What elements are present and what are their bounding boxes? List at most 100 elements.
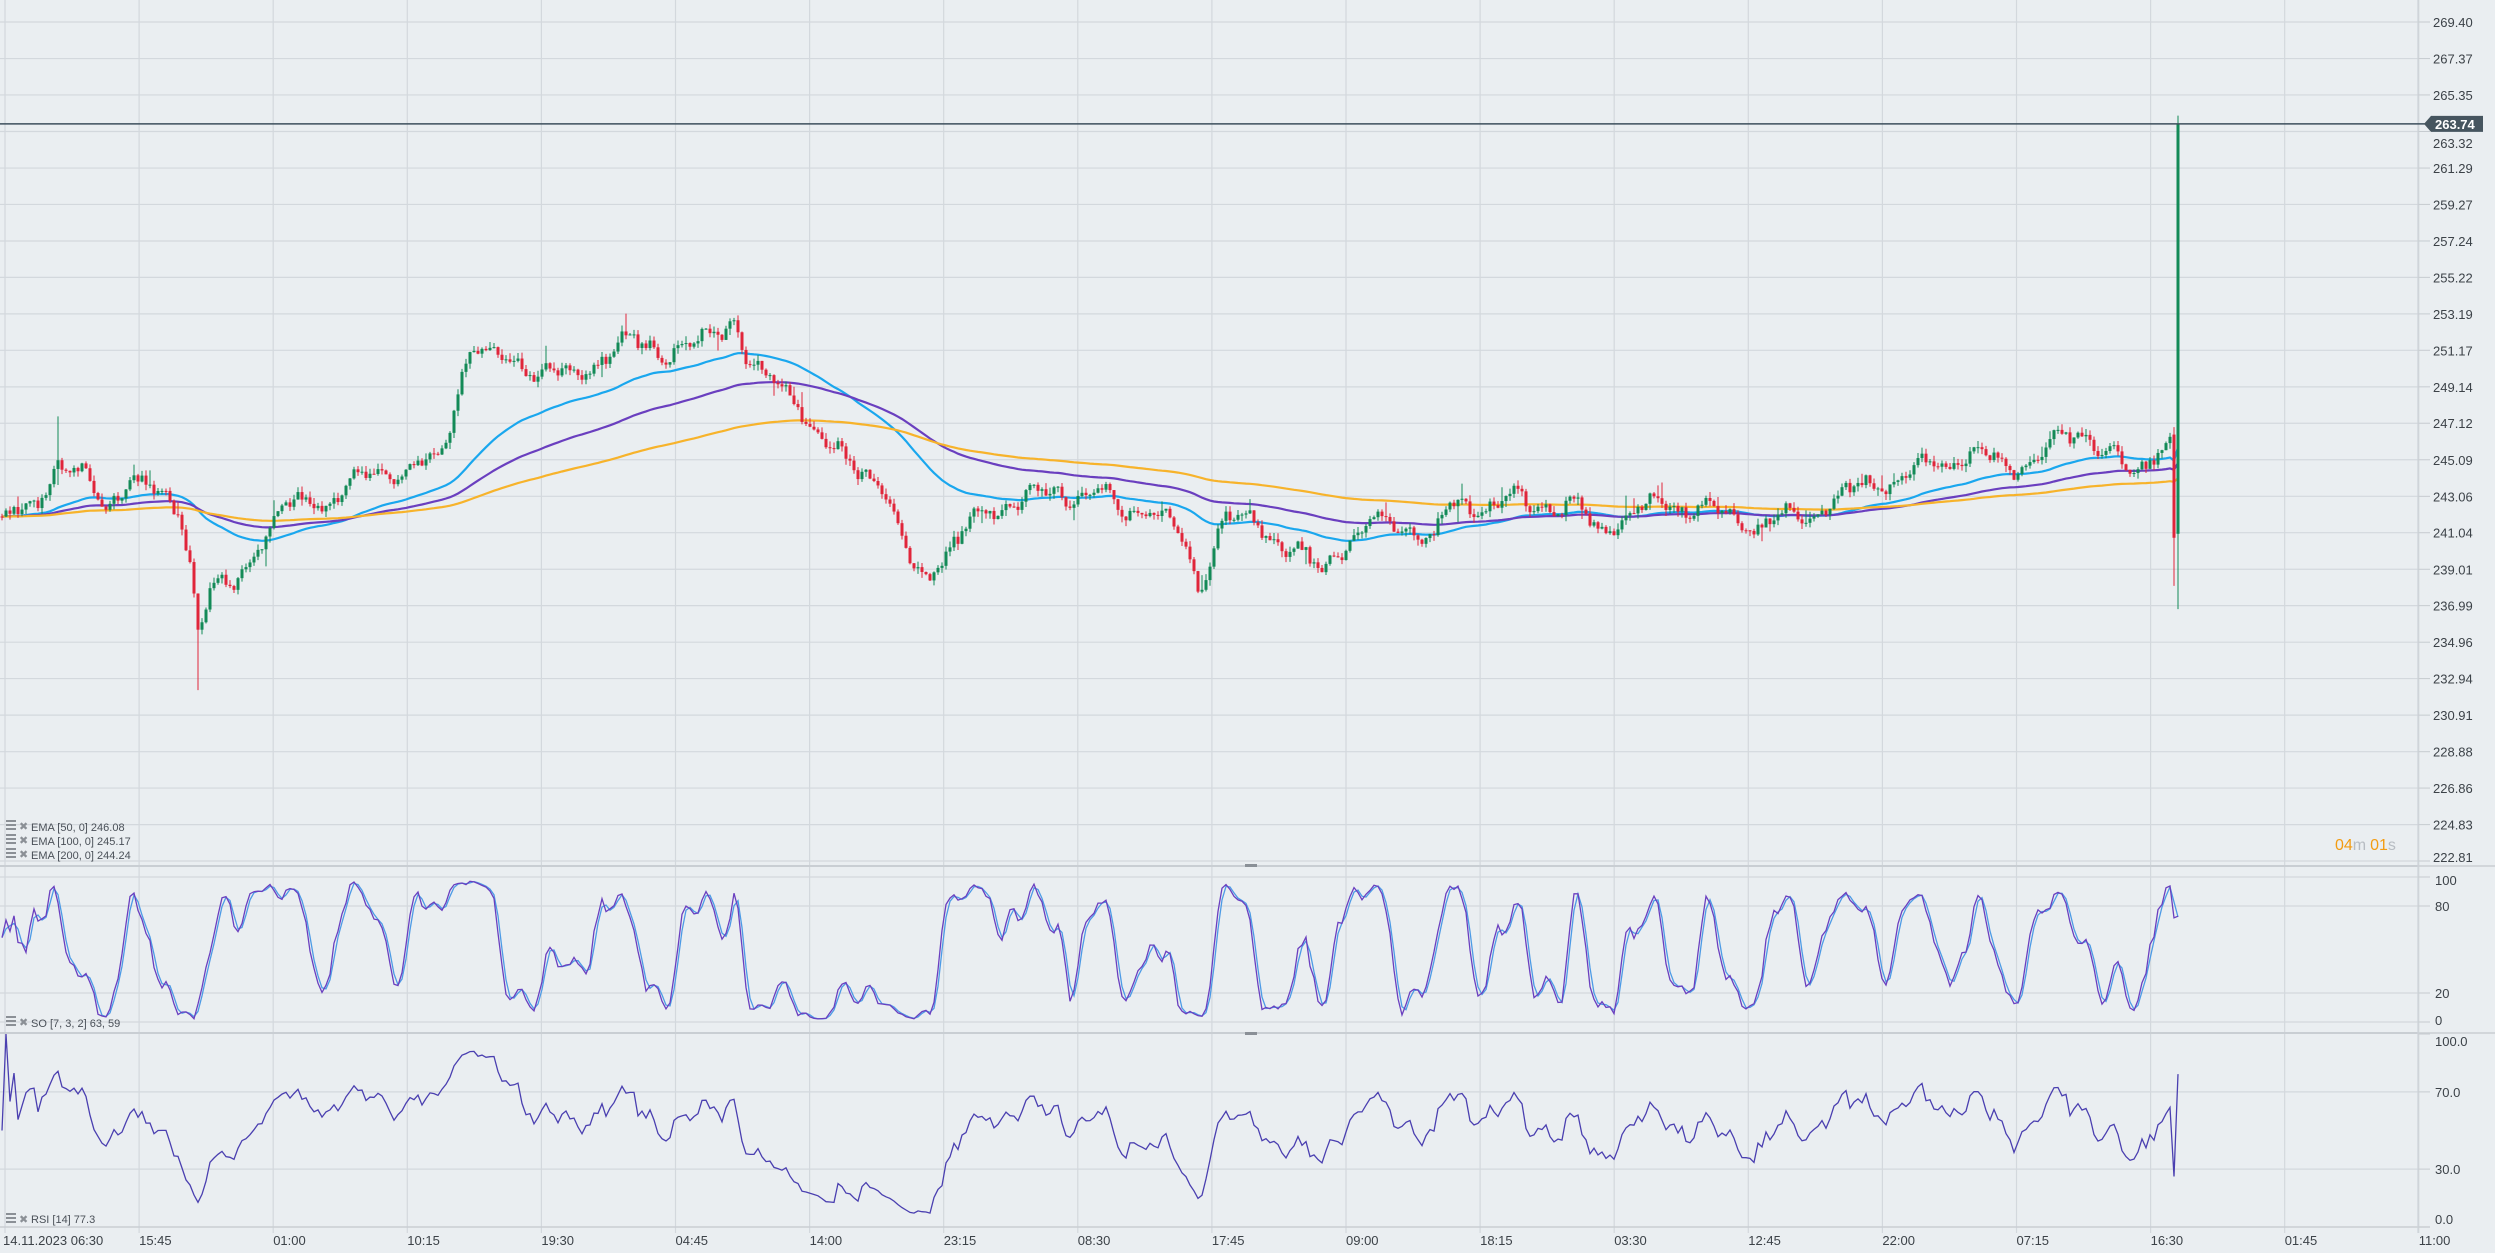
candle-body-down [580, 375, 584, 380]
candle-body-up [256, 549, 260, 557]
candle-body-down [1012, 506, 1016, 508]
candle-body-down [2092, 439, 2096, 452]
candle-body-up [424, 459, 428, 466]
candle-body-up [1940, 463, 1944, 467]
candle-body-up [1096, 488, 1100, 493]
settings-list-icon[interactable] [6, 1213, 16, 1223]
candle-body-down [1472, 514, 1476, 518]
candle-body-up [1356, 532, 1360, 536]
pane-resize-handle[interactable] [1245, 1032, 1257, 1035]
candle-body-up [1772, 520, 1776, 525]
countdown-minutes-unit: m [2353, 837, 2366, 854]
candle-body-down [652, 340, 656, 348]
candle-body-down [1392, 521, 1396, 532]
candle-body-up [2044, 447, 2048, 457]
candle-body-down [2120, 451, 2124, 465]
candle-body-up [344, 485, 348, 496]
candle-body-up [700, 328, 704, 342]
candle-body-up [948, 547, 952, 552]
settings-list-icon[interactable] [6, 1016, 16, 1026]
candle-body-up [1544, 504, 1548, 508]
candle-body-down [1452, 502, 1456, 507]
settings-list-icon[interactable] [6, 834, 16, 844]
candle-body-down [1664, 503, 1668, 510]
candle-body-down [136, 475, 140, 482]
stochastic-axis-label: 20 [2435, 986, 2449, 1001]
candle-body-down [1516, 485, 1520, 489]
candle-body-up [988, 510, 992, 514]
candle-body-down [372, 473, 376, 475]
candle-body-down [364, 471, 368, 478]
remove-x-icon[interactable]: ✖ [19, 834, 28, 847]
candle-body-up [1328, 555, 1332, 564]
candle-body-down [1748, 530, 1752, 532]
settings-list-icon[interactable] [6, 848, 16, 858]
candle-body-up [1512, 485, 1516, 494]
candle-body-up [112, 495, 116, 504]
candle-body-down [1100, 488, 1104, 490]
remove-x-icon[interactable]: ✖ [19, 1213, 28, 1226]
candle-body-down [92, 480, 96, 494]
candle-body-down [1788, 503, 1792, 508]
candle-body-up [328, 503, 332, 506]
candle-body-up [2076, 432, 2080, 438]
candle-body-down [1464, 498, 1468, 502]
candle-body-up [212, 582, 216, 589]
candle-body-down [232, 586, 236, 590]
candle-body-up [1360, 532, 1364, 534]
candle-body-up [280, 505, 284, 512]
candle-body-down [1280, 542, 1284, 552]
candle-body-down [2012, 470, 2016, 480]
candle-body-down [308, 497, 312, 504]
time-axis-label: 23:15 [944, 1233, 977, 1248]
candle-body-up [492, 347, 496, 349]
ema-200-legend: ✖ EMA [200, 0] 244.24 [6, 848, 131, 862]
candle-body-up [352, 469, 356, 479]
candle-body-down [1068, 506, 1072, 508]
candle-body-up [696, 341, 700, 344]
candle-body-down [656, 347, 660, 358]
candle-body-up [2084, 434, 2088, 437]
candle-body-up [1856, 482, 1860, 487]
candle-body-down [532, 375, 536, 382]
candle-body-up [456, 394, 460, 411]
ema-50-legend: ✖ EMA [50, 0] 246.08 [6, 820, 125, 834]
candle-body-down [1708, 498, 1712, 501]
candle-body-up [864, 469, 868, 472]
candle-body-up [464, 363, 468, 372]
candle-body-up [1920, 453, 1924, 459]
candle-body-up [1344, 550, 1348, 561]
candle-body-up [396, 479, 400, 485]
candle-body-down [1988, 455, 1992, 461]
ema-100-legend: ✖ EMA [100, 0] 245.17 [6, 834, 131, 848]
candle-body-up [1780, 513, 1784, 515]
candle-body-up [156, 490, 160, 494]
candle-body-up [616, 342, 620, 352]
candle-body-up [332, 498, 336, 504]
candle-body-up [1212, 548, 1216, 567]
candle-body-down [832, 448, 836, 450]
candle-body-down [1168, 508, 1172, 518]
candle-body-down [1432, 534, 1436, 536]
time-axis-label: 10:15 [407, 1233, 440, 1248]
candle-body-down [1180, 533, 1184, 542]
candle-body-down [68, 470, 72, 473]
settings-list-icon[interactable] [6, 820, 16, 830]
candle-body-down [1084, 492, 1088, 496]
remove-x-icon[interactable]: ✖ [19, 820, 28, 833]
candle-body-down [184, 529, 188, 551]
candle-body-down [660, 357, 664, 363]
candle-body-up [376, 469, 380, 474]
candle-body-up [32, 500, 36, 502]
remove-x-icon[interactable]: ✖ [19, 1016, 28, 1029]
candle-body-up [1892, 481, 1896, 485]
candle-body-up [1476, 515, 1480, 518]
candle-body-down [1712, 500, 1716, 507]
candle-body-down [2144, 461, 2148, 469]
candle-body-up [444, 442, 448, 449]
remove-x-icon[interactable]: ✖ [19, 848, 28, 861]
pane-resize-handle[interactable] [1245, 864, 1257, 867]
candle-body-down [76, 467, 80, 472]
candle-body-up [1836, 495, 1840, 499]
